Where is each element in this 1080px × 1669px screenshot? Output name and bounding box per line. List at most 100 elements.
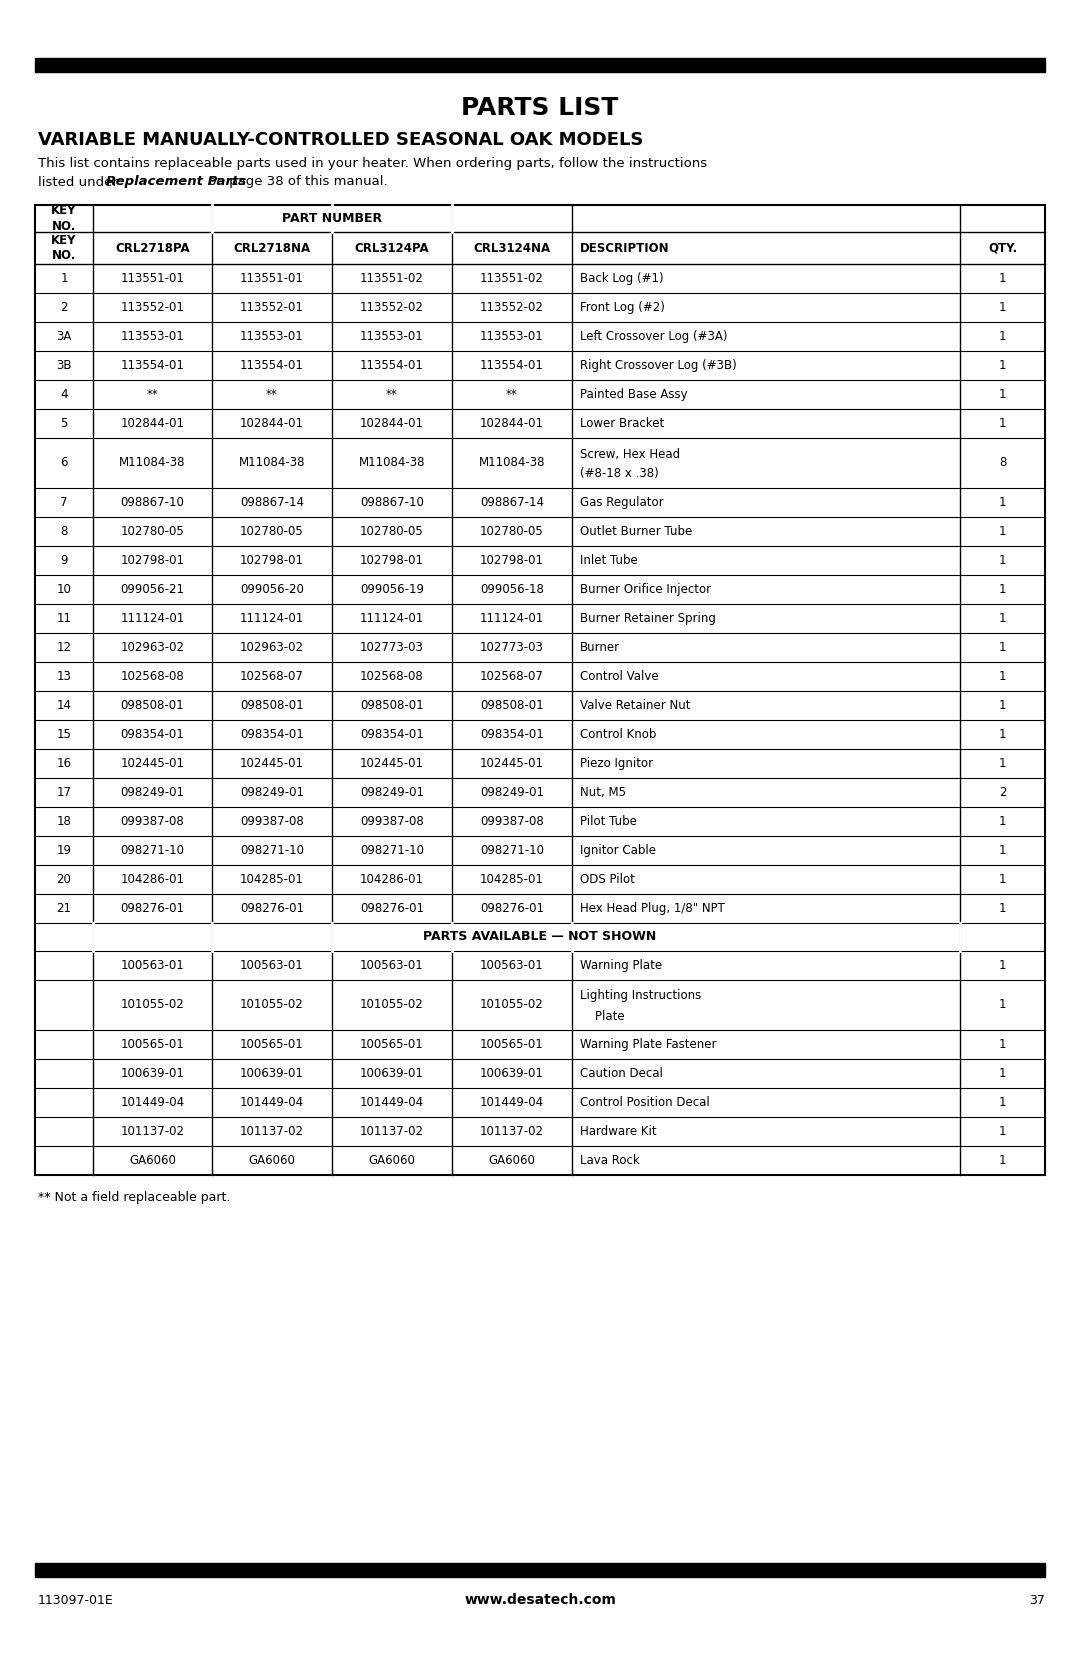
Text: 113552-01: 113552-01 <box>121 300 185 314</box>
Text: 104285-01: 104285-01 <box>240 873 303 886</box>
Text: (#8-18 x .38): (#8-18 x .38) <box>580 467 659 479</box>
Text: 18: 18 <box>56 814 71 828</box>
Text: 1: 1 <box>999 814 1007 828</box>
Text: Pilot Tube: Pilot Tube <box>580 814 637 828</box>
Text: 5: 5 <box>60 417 68 431</box>
Text: 100563-01: 100563-01 <box>240 960 303 971</box>
Text: 113553-01: 113553-01 <box>240 330 303 344</box>
Text: 2: 2 <box>60 300 68 314</box>
Text: 1: 1 <box>999 582 1007 596</box>
Text: 102773-03: 102773-03 <box>481 641 544 654</box>
Text: 1: 1 <box>999 1038 1007 1051</box>
Text: 102780-05: 102780-05 <box>240 526 303 537</box>
Text: 098354-01: 098354-01 <box>481 728 544 741</box>
Text: 111124-01: 111124-01 <box>120 613 185 624</box>
Text: 1: 1 <box>999 359 1007 372</box>
Text: 113553-01: 113553-01 <box>360 330 423 344</box>
Text: Burner Orifice Injector: Burner Orifice Injector <box>580 582 711 596</box>
Text: 098508-01: 098508-01 <box>121 699 185 713</box>
Text: 100565-01: 100565-01 <box>360 1038 423 1051</box>
Text: 102568-07: 102568-07 <box>240 669 303 683</box>
Text: 098249-01: 098249-01 <box>121 786 185 799</box>
Text: Replacement Parts: Replacement Parts <box>106 175 246 189</box>
Text: 098276-01: 098276-01 <box>240 901 303 915</box>
Text: DESCRIPTION: DESCRIPTION <box>580 242 670 254</box>
Text: 1: 1 <box>999 1097 1007 1108</box>
Text: 102568-07: 102568-07 <box>481 669 544 683</box>
Text: 098867-14: 098867-14 <box>480 496 544 509</box>
Text: 113097-01E: 113097-01E <box>38 1594 113 1607</box>
Text: 100563-01: 100563-01 <box>360 960 423 971</box>
Text: Burner: Burner <box>580 641 620 654</box>
Text: 10: 10 <box>56 582 71 596</box>
Text: **: ** <box>507 387 518 401</box>
Text: 7: 7 <box>60 496 68 509</box>
Text: 098276-01: 098276-01 <box>360 901 424 915</box>
Text: Front Log (#2): Front Log (#2) <box>580 300 665 314</box>
Text: Plate: Plate <box>580 1010 624 1023</box>
Text: Caution Decal: Caution Decal <box>580 1066 663 1080</box>
Text: Control Position Decal: Control Position Decal <box>580 1097 710 1108</box>
Text: 101137-02: 101137-02 <box>480 1125 544 1138</box>
Text: Screw, Hex Head: Screw, Hex Head <box>580 447 680 461</box>
Text: PART NUMBER: PART NUMBER <box>283 212 382 225</box>
Text: 1: 1 <box>999 330 1007 344</box>
Text: 1: 1 <box>999 641 1007 654</box>
Text: 102568-08: 102568-08 <box>360 669 423 683</box>
Text: 098867-10: 098867-10 <box>360 496 424 509</box>
Text: ** Not a field replaceable part.: ** Not a field replaceable part. <box>38 1190 230 1203</box>
Text: 1: 1 <box>999 272 1007 285</box>
Text: 098508-01: 098508-01 <box>240 699 303 713</box>
Text: 1: 1 <box>999 1153 1007 1167</box>
Text: Burner Retainer Spring: Burner Retainer Spring <box>580 613 716 624</box>
Text: GA6060: GA6060 <box>488 1153 536 1167</box>
Text: 37: 37 <box>1029 1594 1045 1607</box>
Text: Gas Regulator: Gas Regulator <box>580 496 663 509</box>
Text: M11084-38: M11084-38 <box>359 457 426 469</box>
Text: 100565-01: 100565-01 <box>481 1038 544 1051</box>
Text: KEY
NO.: KEY NO. <box>51 234 77 262</box>
Text: 1: 1 <box>999 758 1007 769</box>
Text: 1: 1 <box>999 554 1007 567</box>
Text: 101055-02: 101055-02 <box>240 998 303 1011</box>
Text: 102780-05: 102780-05 <box>121 526 185 537</box>
Text: 113554-01: 113554-01 <box>481 359 544 372</box>
Text: 098508-01: 098508-01 <box>361 699 423 713</box>
Text: 3A: 3A <box>56 330 71 344</box>
Text: 8: 8 <box>999 457 1007 469</box>
Text: 20: 20 <box>56 873 71 886</box>
Text: 113552-02: 113552-02 <box>481 300 544 314</box>
Text: Valve Retainer Nut: Valve Retainer Nut <box>580 699 690 713</box>
Text: on page 38 of this manual.: on page 38 of this manual. <box>204 175 388 189</box>
Text: 113553-01: 113553-01 <box>121 330 185 344</box>
Text: 100563-01: 100563-01 <box>121 960 185 971</box>
Text: 1: 1 <box>60 272 68 285</box>
Text: 4: 4 <box>60 387 68 401</box>
Text: 098271-10: 098271-10 <box>360 845 424 856</box>
Text: 14: 14 <box>56 699 71 713</box>
Text: 104285-01: 104285-01 <box>481 873 544 886</box>
Text: 1: 1 <box>999 901 1007 915</box>
Text: 102445-01: 102445-01 <box>240 758 303 769</box>
Text: 9: 9 <box>60 554 68 567</box>
Text: 1: 1 <box>999 417 1007 431</box>
Text: KEY
NO.: KEY NO. <box>51 205 77 232</box>
Text: 1: 1 <box>999 728 1007 741</box>
Text: Outlet Burner Tube: Outlet Burner Tube <box>580 526 692 537</box>
Text: 100565-01: 100565-01 <box>240 1038 303 1051</box>
Text: 1: 1 <box>999 873 1007 886</box>
Text: 099056-21: 099056-21 <box>121 582 185 596</box>
Bar <box>35 205 1045 1175</box>
Text: 2: 2 <box>999 786 1007 799</box>
Text: 099387-08: 099387-08 <box>240 814 303 828</box>
Text: 100563-01: 100563-01 <box>481 960 544 971</box>
Text: ODS Pilot: ODS Pilot <box>580 873 635 886</box>
Text: 113554-01: 113554-01 <box>240 359 303 372</box>
Text: 13: 13 <box>56 669 71 683</box>
Text: 113554-01: 113554-01 <box>121 359 185 372</box>
Text: This list contains replaceable parts used in your heater. When ordering parts, f: This list contains replaceable parts use… <box>38 157 707 170</box>
Text: 101137-02: 101137-02 <box>240 1125 303 1138</box>
Text: Left Crossover Log (#3A): Left Crossover Log (#3A) <box>580 330 728 344</box>
Text: 098276-01: 098276-01 <box>121 901 185 915</box>
Text: 101449-04: 101449-04 <box>121 1097 185 1108</box>
